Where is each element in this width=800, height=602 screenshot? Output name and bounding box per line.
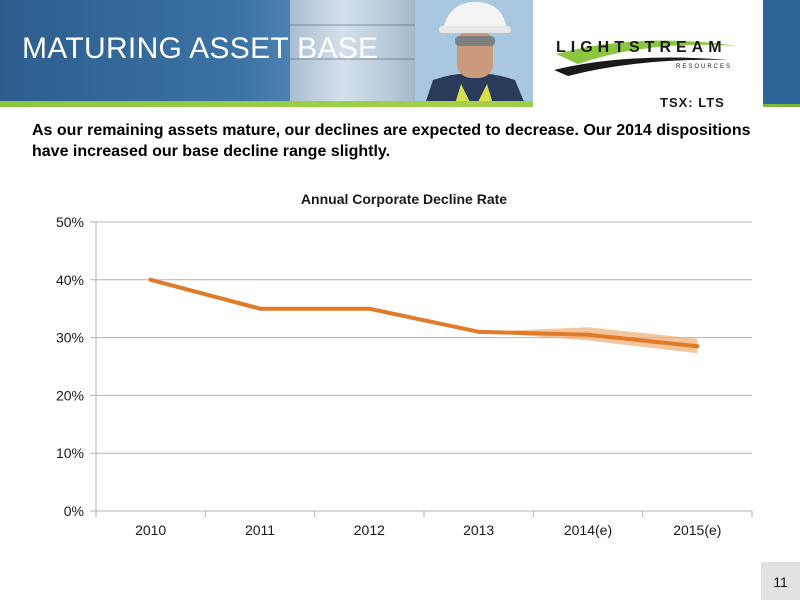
y-tick-label: 0% [64, 503, 84, 519]
green-strip [0, 101, 800, 107]
ticker-symbol: TSX: LTS [660, 95, 725, 108]
y-tick-label: 20% [56, 387, 84, 403]
data-point [367, 306, 372, 311]
worker-photo [415, 0, 533, 104]
data-point [586, 332, 590, 337]
x-tick-label: 2010 [135, 522, 166, 538]
data-point [695, 344, 700, 349]
data-point [148, 277, 153, 282]
slide-subtitle: As our remaining assets mature, our decl… [32, 122, 751, 160]
series-lines [148, 277, 700, 349]
x-tick-label: 2014(e) [564, 522, 612, 538]
x-axis-labels: 2010 2011 2012 2013 2014(e) 2015(e) [135, 522, 721, 538]
data-point [258, 306, 262, 311]
silo-band [290, 24, 440, 26]
y-tick-label: 50% [56, 214, 84, 230]
decline-rate-chart: Annual Corporate Decline Rate 0% 10% 20% 30… [56, 191, 753, 538]
x-tick-label: 2012 [354, 522, 385, 538]
page-title: MATURING ASSET BASE [22, 32, 379, 65]
chart-gridlines [90, 221, 753, 517]
y-tick-label: 10% [56, 445, 84, 461]
logo-wordmark: LIGHTSTREAM [556, 39, 727, 56]
logo-subtext: RESOURCES [676, 64, 732, 70]
decline-rate-line [148, 277, 700, 349]
y-tick-label: 30% [56, 330, 84, 346]
x-tick-label: 2013 [463, 522, 494, 538]
chart-title: Annual Corporate Decline Rate [301, 191, 507, 207]
y-tick-label: 40% [56, 272, 84, 288]
y-axis-labels: 0% 10% 20% 30% 40% 50% [56, 214, 84, 519]
header-banner: MATURING ASSET BASE LIGHTSTREAM RESOURCE… [0, 0, 800, 108]
x-tick-label: 2015(e) [673, 522, 721, 538]
data-point [476, 329, 481, 334]
page-number: 11 [761, 562, 800, 600]
x-tick-label: 2011 [245, 522, 275, 538]
banner-edge [763, 0, 800, 104]
silo-band [290, 58, 440, 60]
lightstream-logo: LIGHTSTREAM RESOURCES [554, 39, 738, 76]
